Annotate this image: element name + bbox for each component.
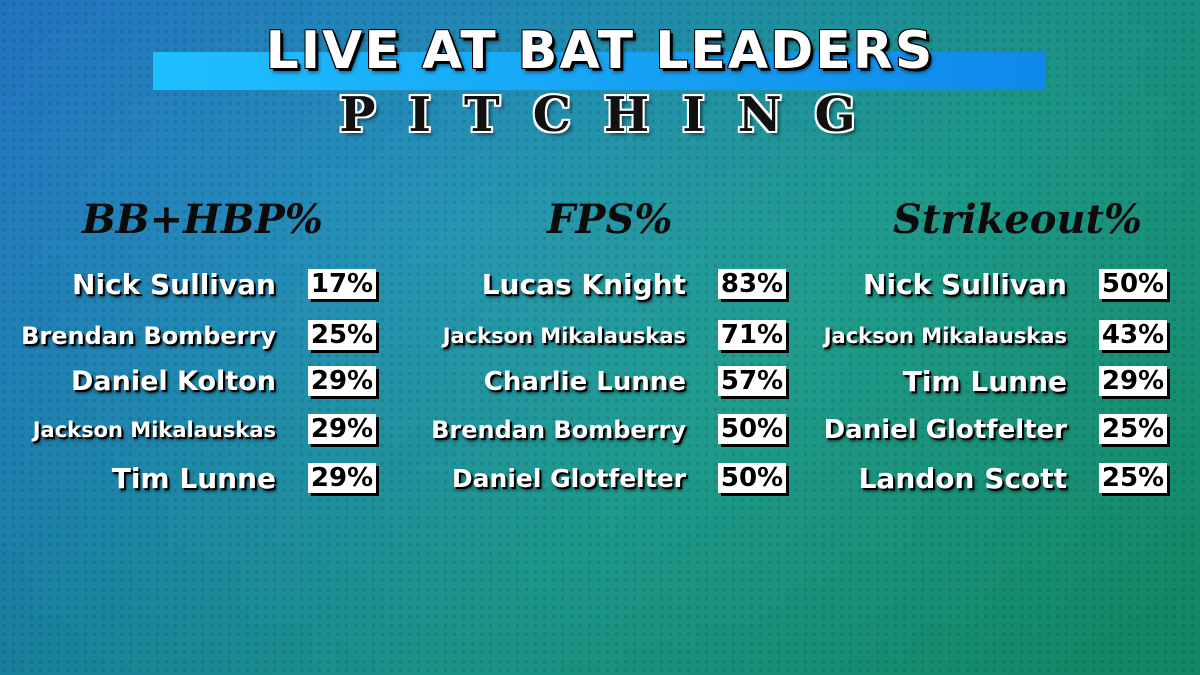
player-name: Nick Sullivan — [72, 268, 276, 301]
player-name: Brendan Bomberry — [21, 322, 276, 350]
stat-value: 83% — [718, 269, 786, 299]
player-name: Landon Scott — [858, 462, 1067, 495]
player-name: Jackson Mikalauskas — [823, 324, 1067, 348]
player-name: Tim Lunne — [111, 462, 276, 495]
player-name: Nick Sullivan — [863, 268, 1067, 301]
stat-value: 29% — [308, 366, 376, 396]
stat-value: 25% — [1099, 463, 1167, 493]
stat-value: 29% — [308, 414, 376, 444]
stat-value: 25% — [1099, 414, 1167, 444]
player-name: Jackson Mikalauskas — [442, 324, 686, 348]
stat-value: 71% — [718, 320, 786, 350]
stat-value: 50% — [718, 463, 786, 493]
player-name: Daniel Kolton — [70, 366, 276, 397]
column-title-strikeout: Strikeout% — [893, 196, 1143, 243]
player-name: Lucas Knight — [481, 268, 686, 301]
stat-value: 29% — [308, 463, 376, 493]
stat-value: 25% — [308, 320, 376, 350]
stat-value: 29% — [1099, 366, 1167, 396]
title-accent-bar — [153, 52, 1046, 90]
column-title-bb-hbp: BB+HBP% — [82, 196, 323, 243]
player-name: Daniel Glotfelter — [451, 464, 686, 493]
stat-value: 43% — [1099, 320, 1167, 350]
player-name: Brendan Bomberry — [431, 416, 686, 444]
player-name: Charlie Lunne — [483, 367, 686, 397]
player-name: Daniel Glotfelter — [823, 415, 1067, 445]
stat-value: 50% — [1099, 269, 1167, 299]
page-subtitle: PITCHING — [339, 87, 889, 143]
stat-value: 17% — [308, 269, 376, 299]
stat-value: 57% — [718, 366, 786, 396]
column-title-fps: FPS% — [547, 196, 673, 243]
player-name: Jackson Mikalauskas — [32, 418, 276, 442]
page-title: LIVE AT BAT LEADERS — [265, 21, 935, 81]
player-name: Tim Lunne — [902, 365, 1067, 398]
stat-value: 50% — [718, 414, 786, 444]
